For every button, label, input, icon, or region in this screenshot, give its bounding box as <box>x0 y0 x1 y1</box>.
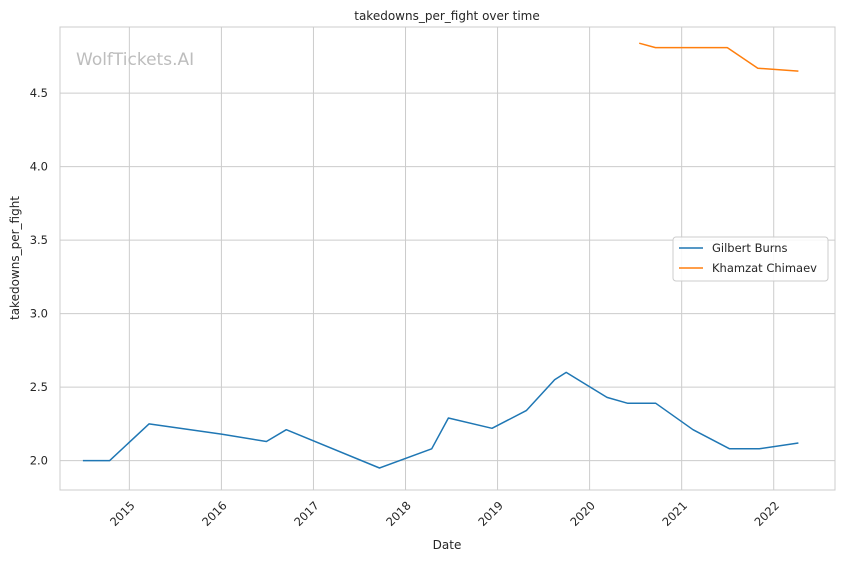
y-tick-label: 3.0 <box>30 307 48 321</box>
chart-title: takedowns_per_fight over time <box>354 9 540 23</box>
legend-box <box>672 236 829 282</box>
y-tick-label: 2.5 <box>30 380 48 394</box>
series-line-khamzat-chimaev <box>639 42 799 72</box>
x-axis-label: Date <box>433 538 462 552</box>
legend-label-khamzat-chimaev: Khamzat Chimaev <box>712 261 817 275</box>
watermark: WolfTickets.AI <box>76 50 194 70</box>
y-tick-label: 2.0 <box>30 454 48 468</box>
legend: Gilbert Burns Khamzat Chimaev <box>672 236 829 282</box>
y-tick-label: 4.5 <box>30 86 48 100</box>
series-line-gilbert-burns <box>82 371 799 469</box>
plot-frame <box>59 26 836 491</box>
y-tick-label: 4.0 <box>30 160 48 174</box>
y-tick-labels: 2.0 2.5 3.0 3.5 4.0 4.5 <box>30 86 48 467</box>
y-tick-label: 3.5 <box>30 233 48 247</box>
series-layer <box>82 42 799 469</box>
legend-label-gilbert-burns: Gilbert Burns <box>712 241 788 255</box>
y-axis-label: takedowns_per_fight <box>8 196 22 320</box>
grid-lines <box>60 27 835 490</box>
